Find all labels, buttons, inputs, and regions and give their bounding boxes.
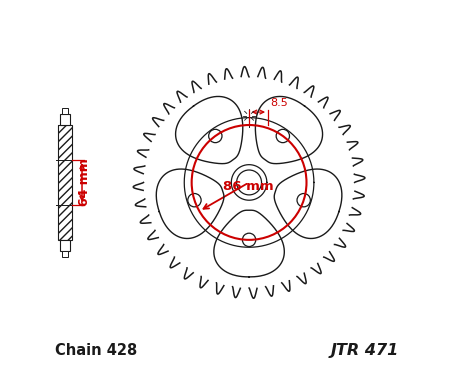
Text: 8.5: 8.5 [270,99,288,108]
Text: JTR 471: JTR 471 [331,343,399,358]
Bar [60,240,70,251]
Bar [58,125,72,240]
Text: Chain 428: Chain 428 [54,343,137,358]
Bar [60,114,70,125]
Bar [62,108,68,114]
Bar [58,125,72,240]
Text: 64 mm: 64 mm [78,159,91,206]
Bar [62,251,68,256]
Text: 86 mm: 86 mm [223,180,274,193]
